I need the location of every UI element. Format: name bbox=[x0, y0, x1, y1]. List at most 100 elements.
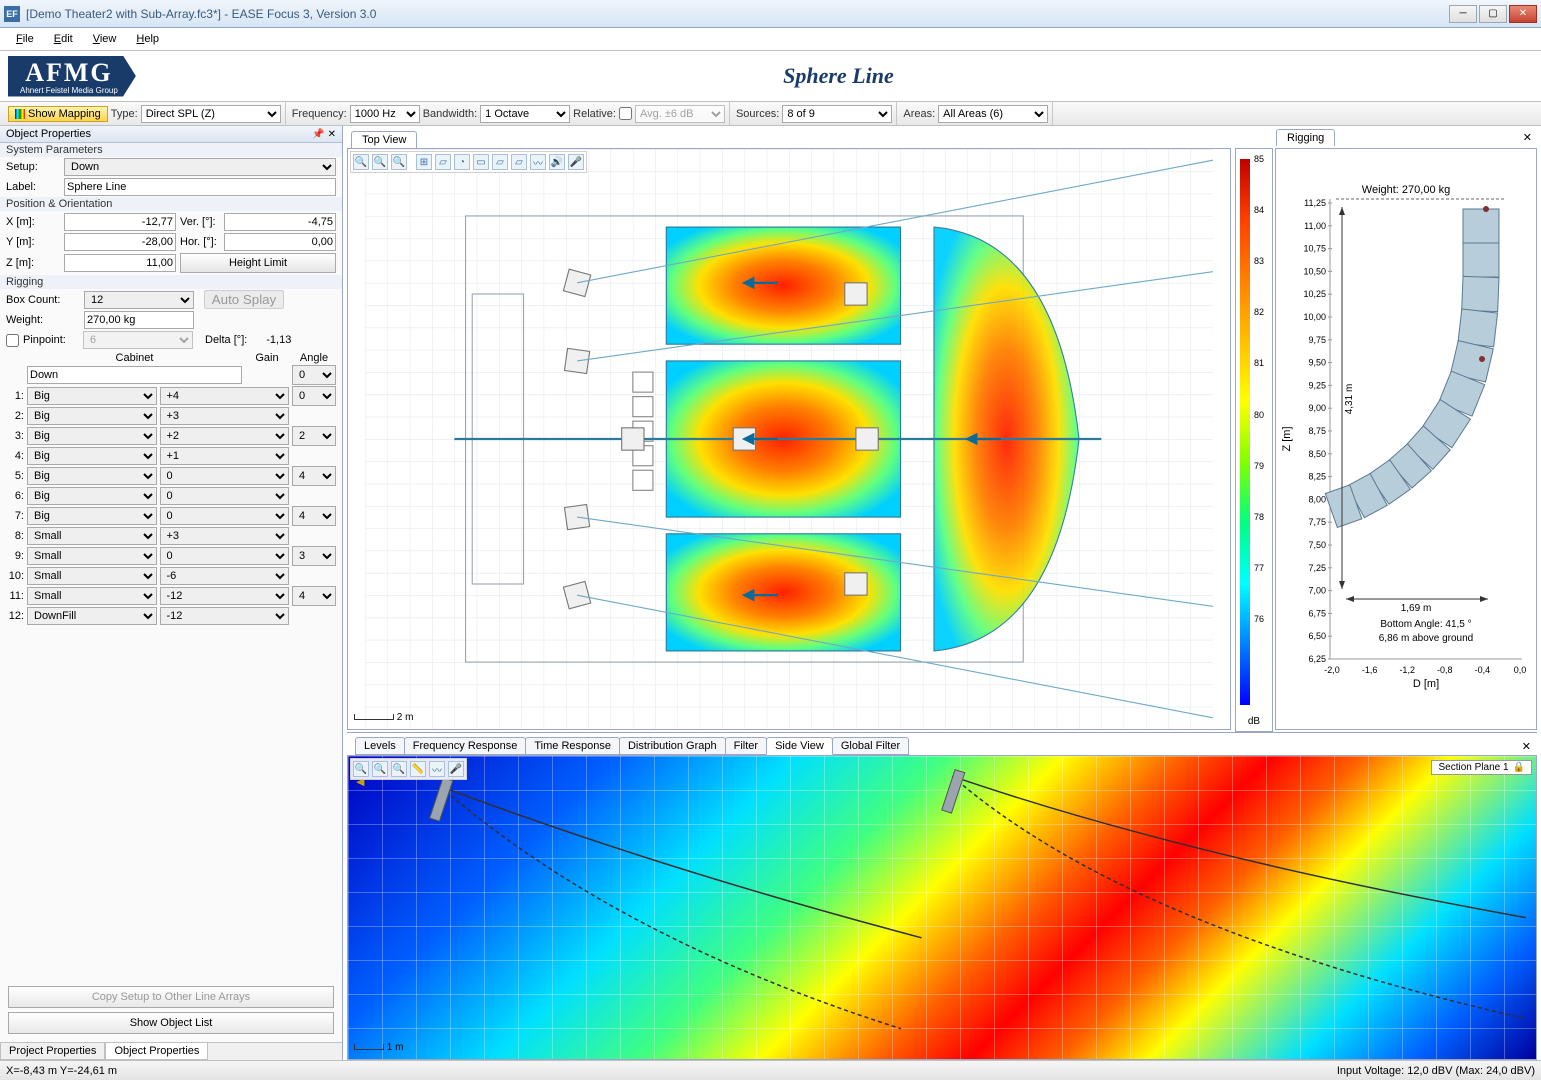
tab-filter[interactable]: Filter bbox=[725, 737, 767, 755]
maximize-button[interactable]: ▢ bbox=[1479, 5, 1507, 23]
z-input[interactable] bbox=[64, 254, 176, 272]
tab-object-properties[interactable]: Object Properties bbox=[105, 1043, 208, 1060]
minimize-button[interactable]: ─ bbox=[1449, 5, 1477, 23]
x-input[interactable] bbox=[64, 213, 176, 231]
tab-top-view[interactable]: Top View bbox=[351, 131, 417, 148]
menu-view[interactable]: View bbox=[85, 31, 125, 47]
menu-help[interactable]: Help bbox=[128, 31, 167, 47]
ver-input[interactable] bbox=[224, 213, 336, 231]
tab-time-response[interactable]: Time Response bbox=[525, 737, 620, 755]
cabinet-gain-select[interactable]: -12 bbox=[160, 587, 290, 605]
svg-text:9,75: 9,75 bbox=[1308, 335, 1326, 345]
curve-icon[interactable]: 〰 bbox=[530, 154, 546, 170]
sv-mic-icon[interactable]: 🎤 bbox=[448, 761, 464, 777]
svg-text:6,50: 6,50 bbox=[1308, 631, 1326, 641]
zoom-fit-icon[interactable]: 🔍 bbox=[391, 154, 407, 170]
cabinet-gain-select[interactable]: +1 bbox=[160, 447, 290, 465]
cabinet-gain-select[interactable]: +4 bbox=[160, 387, 290, 405]
relative-select[interactable]: Avg. ±6 dB bbox=[635, 105, 725, 123]
cabinet-type-select[interactable]: Big bbox=[27, 487, 157, 505]
cabinet-header-input[interactable] bbox=[27, 366, 242, 384]
sources-select[interactable]: 8 of 9 bbox=[782, 105, 892, 123]
pin-icon[interactable]: 📌 ✕ bbox=[312, 129, 336, 140]
close-button[interactable]: ✕ bbox=[1509, 5, 1537, 23]
cabinet-type-select[interactable]: DownFill bbox=[27, 607, 157, 625]
cabinet-type-select[interactable]: Big bbox=[27, 447, 157, 465]
shape2-icon[interactable]: ◔ bbox=[454, 154, 470, 170]
shape1-icon[interactable]: ▱ bbox=[435, 154, 451, 170]
cabinet-type-select[interactable]: Big bbox=[27, 407, 157, 425]
mic-icon[interactable]: 🎤 bbox=[568, 154, 584, 170]
zoom-in-icon[interactable]: 🔍 bbox=[353, 154, 369, 170]
areas-select[interactable]: All Areas (6) bbox=[938, 105, 1048, 123]
tab-frequency-response[interactable]: Frequency Response bbox=[404, 737, 527, 755]
cabinet-angle-select[interactable]: 4 bbox=[292, 586, 336, 606]
cabinet-gain-select[interactable]: 0 bbox=[160, 547, 290, 565]
speaker-icon[interactable]: 🔊 bbox=[549, 154, 565, 170]
cabinet-gain-select[interactable]: +2 bbox=[160, 427, 290, 445]
sv-zoom-fit-icon[interactable]: 🔍 bbox=[391, 761, 407, 777]
setup-select[interactable]: Down bbox=[64, 158, 336, 176]
cabinet-idx: 1: bbox=[6, 390, 24, 402]
relative-checkbox[interactable] bbox=[619, 107, 632, 120]
cabinet-gain-select[interactable]: -12 bbox=[160, 607, 290, 625]
shape3-icon[interactable]: ▭ bbox=[473, 154, 489, 170]
tab-side-view[interactable]: Side View bbox=[766, 737, 833, 755]
tab-distribution-graph[interactable]: Distribution Graph bbox=[619, 737, 726, 755]
frequency-select[interactable]: 1000 Hz bbox=[350, 105, 420, 123]
pinpoint-checkbox[interactable] bbox=[6, 334, 19, 347]
cabinet-angle-select[interactable]: 0 bbox=[292, 386, 336, 406]
sv-tool1-icon[interactable]: 📏 bbox=[410, 761, 426, 777]
cabinet-type-select[interactable]: Small bbox=[27, 527, 157, 545]
zoom-out-icon[interactable]: 🔍 bbox=[372, 154, 388, 170]
tab-levels[interactable]: Levels bbox=[355, 737, 405, 755]
sv-zoom-out-icon[interactable]: 🔍 bbox=[372, 761, 388, 777]
cabinet-angle-select[interactable]: 4 bbox=[292, 506, 336, 526]
tab-global-filter[interactable]: Global Filter bbox=[832, 737, 909, 755]
section-plane-badge[interactable]: Section Plane 1🔒 bbox=[1431, 760, 1532, 775]
box-count-select[interactable]: 12 bbox=[84, 291, 194, 309]
sv-zoom-in-icon[interactable]: 🔍 bbox=[353, 761, 369, 777]
cabinet-gain-select[interactable]: 0 bbox=[160, 507, 290, 525]
rigging-close-icon[interactable]: ✕ bbox=[1523, 131, 1532, 144]
cabinet-angle-select[interactable]: 2 bbox=[292, 426, 336, 446]
sv-tool2-icon[interactable]: 〰 bbox=[429, 761, 445, 777]
ruler-icon[interactable]: ⊞ bbox=[416, 154, 432, 170]
cabinet-type-select[interactable]: Big bbox=[27, 467, 157, 485]
cabinet-gain-select[interactable]: +3 bbox=[160, 527, 290, 545]
cabinet-header-angle[interactable]: 0 bbox=[292, 365, 336, 385]
cabinet-idx: 5: bbox=[6, 470, 24, 482]
show-mapping-button[interactable]: Show Mapping bbox=[8, 106, 108, 122]
menu-file[interactable]: File bbox=[8, 31, 42, 47]
cabinet-gain-select[interactable]: 0 bbox=[160, 467, 290, 485]
cabinet-type-select[interactable]: Small bbox=[27, 547, 157, 565]
side-view-canvas[interactable]: 🔍 🔍 🔍 📏 〰 🎤 bbox=[347, 755, 1537, 1060]
bandwidth-select[interactable]: 1 Octave bbox=[480, 105, 570, 123]
cabinet-idx: 7: bbox=[6, 510, 24, 522]
cabinet-angle-select[interactable]: 4 bbox=[292, 466, 336, 486]
show-object-list-button[interactable]: Show Object List bbox=[8, 1012, 334, 1034]
label-input[interactable] bbox=[64, 178, 336, 196]
tab-rigging[interactable]: Rigging bbox=[1276, 129, 1335, 146]
cabinet-type-select[interactable]: Big bbox=[27, 427, 157, 445]
shape4-icon[interactable]: ▱ bbox=[492, 154, 508, 170]
menu-edit[interactable]: Edit bbox=[46, 31, 81, 47]
cabinet-gain-select[interactable]: 0 bbox=[160, 487, 290, 505]
cabinet-type-select[interactable]: Small bbox=[27, 567, 157, 585]
cabinet-type-select[interactable]: Big bbox=[27, 387, 157, 405]
relative-label: Relative: bbox=[573, 108, 616, 120]
shape5-icon[interactable]: ▱ bbox=[511, 154, 527, 170]
top-view-canvas[interactable]: 🔍 🔍 🔍 ⊞ ▱ ◔ ▭ ▱ ▱ 〰 🔊 🎤 bbox=[347, 148, 1231, 730]
cabinet-angle-select[interactable]: 3 bbox=[292, 546, 336, 566]
hor-input[interactable] bbox=[224, 233, 336, 251]
cabinet-type-select[interactable]: Small bbox=[27, 587, 157, 605]
tab-project-properties[interactable]: Project Properties bbox=[0, 1043, 105, 1060]
bottom-view-close-icon[interactable]: ✕ bbox=[1516, 738, 1537, 755]
height-limit-button[interactable]: Height Limit bbox=[180, 253, 336, 273]
cabinet-gain-select[interactable]: +3 bbox=[160, 407, 290, 425]
cabinet-type-select[interactable]: Big bbox=[27, 507, 157, 525]
type-select[interactable]: Direct SPL (Z) bbox=[141, 105, 281, 123]
top-view-scale: 2 m bbox=[354, 712, 413, 723]
cabinet-gain-select[interactable]: -6 bbox=[160, 567, 290, 585]
y-input[interactable] bbox=[64, 233, 176, 251]
